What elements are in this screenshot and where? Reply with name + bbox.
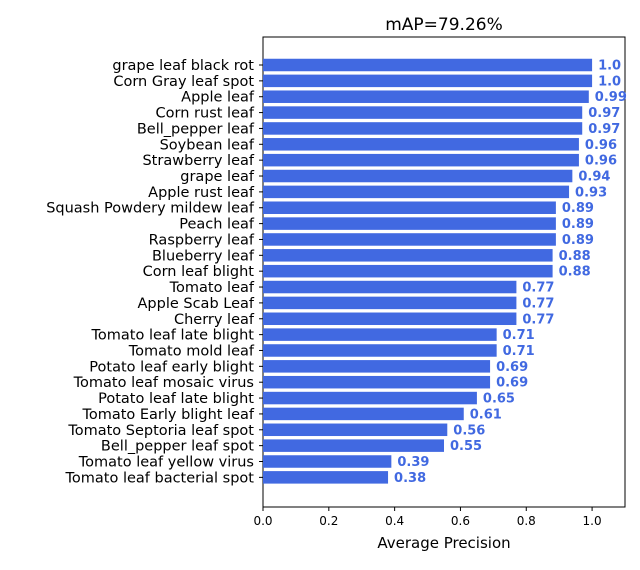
- y-tick-label: Peach leaf: [179, 217, 255, 233]
- bar: [263, 360, 491, 373]
- bar: [263, 106, 583, 119]
- bar-value-label: 1.0: [598, 74, 621, 89]
- bar: [263, 217, 556, 230]
- y-tick-label: Apple rust leaf: [148, 185, 255, 201]
- y-tick-label: Bell_pepper leaf: [137, 121, 255, 137]
- x-tick-label: 0.8: [517, 514, 536, 528]
- bar-value-label: 0.55: [450, 439, 482, 454]
- bar: [263, 471, 389, 484]
- bar: [263, 122, 583, 135]
- bar-value-label: 1.0: [598, 59, 621, 74]
- bar-value-label: 0.69: [496, 376, 528, 391]
- bar-value-label: 0.96: [585, 138, 617, 153]
- bar: [263, 344, 497, 357]
- bars-group: [263, 58, 593, 484]
- bar: [263, 423, 448, 437]
- bar-value-label: 0.61: [470, 407, 502, 422]
- bar: [263, 58, 593, 72]
- y-tick-label: Tomato leaf mosaic virus: [73, 375, 254, 391]
- y-tick-label: Apple leaf: [181, 90, 255, 106]
- x-tick-label: 0.2: [319, 514, 338, 528]
- bar-value-label: 0.77: [522, 312, 554, 327]
- y-tick-label: Corn Gray leaf spot: [113, 74, 254, 90]
- y-tick-label: grape leaf black rot: [112, 58, 254, 74]
- y-tick-label: Tomato Septoria leaf spot: [67, 423, 254, 439]
- bar: [263, 185, 570, 199]
- bar: [263, 169, 573, 183]
- bar-value-label: 0.77: [522, 281, 554, 296]
- bar-value-label: 0.89: [562, 201, 594, 216]
- bar: [263, 328, 497, 341]
- bar-value-label: 0.38: [394, 471, 426, 486]
- bar: [263, 296, 517, 310]
- y-tick-label: Tomato leaf yellow virus: [78, 455, 254, 471]
- bar-value-label: 0.65: [483, 392, 515, 407]
- bar-value-label: 0.99: [595, 90, 627, 105]
- bar-value-label: 0.88: [559, 265, 591, 280]
- y-tick-label: Potato leaf early blight: [89, 359, 254, 375]
- chart-title: mAP=79.26%: [385, 15, 503, 35]
- x-tick-label: 0.4: [385, 514, 404, 528]
- y-tick-label: Bell_pepper leaf spot: [101, 439, 254, 455]
- y-tick-label: Raspberry leaf: [149, 232, 255, 248]
- bar-value-label: 0.94: [578, 170, 610, 185]
- bar: [263, 375, 491, 389]
- bar: [263, 74, 593, 88]
- bar: [263, 264, 553, 278]
- x-axis-label: Average Precision: [377, 534, 510, 552]
- bar: [263, 138, 579, 151]
- y-tick-label: Apple Scab Leaf: [138, 296, 255, 312]
- bar: [263, 153, 579, 167]
- bar-value-label: 0.71: [503, 344, 535, 359]
- x-tick-label: 0.6: [451, 514, 470, 528]
- y-tick-label: Corn leaf blight: [143, 264, 255, 280]
- x-tick-label: 1.0: [583, 514, 602, 528]
- bar-value-label: 0.77: [522, 296, 554, 311]
- bar: [263, 90, 589, 103]
- bar-value-label: 0.88: [559, 249, 591, 264]
- y-tick-label: Soybean leaf: [160, 137, 255, 153]
- bar: [263, 249, 553, 262]
- y-tick-label: Potato leaf late blight: [98, 391, 254, 407]
- value-labels-group: 1.01.00.990.970.970.960.960.940.930.890.…: [394, 59, 627, 486]
- y-tick-label: Tomato Early blight leaf: [81, 407, 254, 423]
- x-tick-label: 0.0: [253, 514, 272, 528]
- y-tick-label: Tomato leaf bacterial spot: [65, 470, 255, 486]
- bar-value-label: 0.97: [588, 106, 620, 121]
- bar: [263, 407, 464, 421]
- bar-value-label: 0.93: [575, 185, 607, 200]
- y-tick-label: Cherry leaf: [174, 312, 255, 328]
- bar-value-label: 0.97: [588, 122, 620, 137]
- y-tick-label: Squash Powdery mildew leaf: [46, 201, 255, 217]
- bar-value-label: 0.69: [496, 360, 528, 375]
- y-tick-label: Tomato leaf late blight: [91, 328, 255, 344]
- y-tick-label: Strawberry leaf: [142, 153, 254, 169]
- x-axis: 0.0 0.2 0.4 0.6 0.8 1.0: [253, 507, 602, 528]
- y-tick-label: Blueberry leaf: [152, 248, 255, 264]
- bar-value-label: 0.96: [585, 154, 617, 169]
- bar: [263, 280, 517, 294]
- bar-value-label: 0.39: [397, 455, 429, 470]
- bar: [263, 455, 392, 468]
- bar: [263, 201, 556, 214]
- y-tick-label: grape leaf: [180, 169, 255, 185]
- y-tick-label: Corn rust leaf: [156, 106, 255, 122]
- bar-value-label: 0.56: [453, 423, 485, 438]
- y-tick-label: Tomato mold leaf: [128, 343, 255, 359]
- y-tick-label: Tomato leaf: [169, 280, 255, 296]
- bar: [263, 312, 517, 326]
- bar-value-label: 0.89: [562, 217, 594, 232]
- bar-value-label: 0.89: [562, 233, 594, 248]
- bar: [263, 391, 477, 405]
- bar-value-label: 0.71: [503, 328, 535, 343]
- bar: [263, 233, 556, 246]
- bar: [263, 439, 444, 452]
